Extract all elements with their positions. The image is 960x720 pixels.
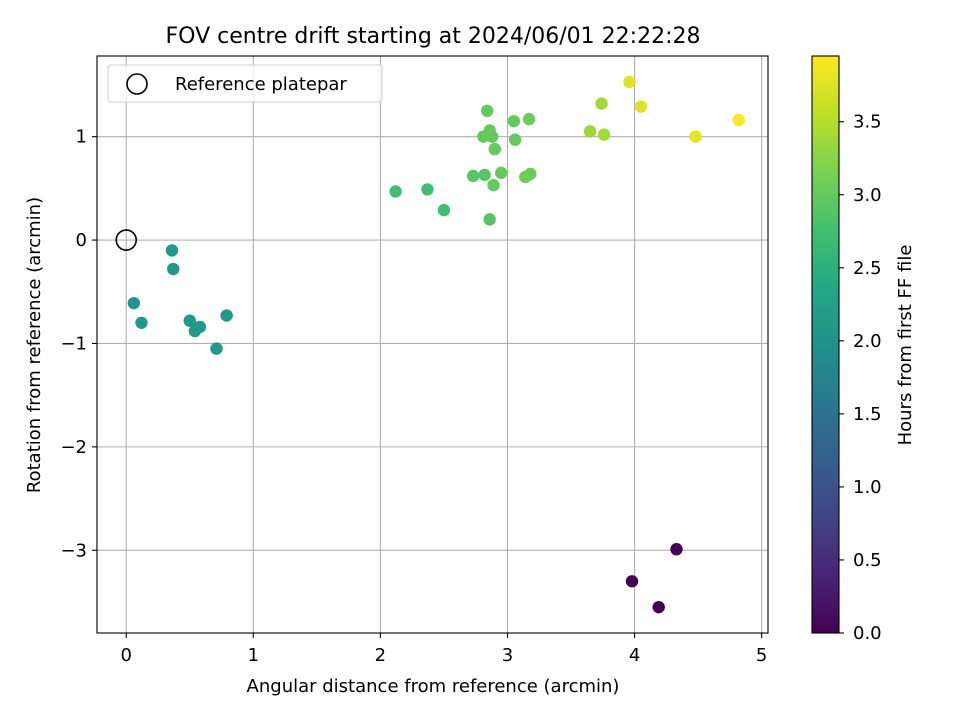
data-point — [732, 113, 745, 127]
data-point — [522, 112, 536, 126]
data-point — [634, 100, 648, 113]
data-point — [494, 166, 508, 180]
data-point — [583, 125, 597, 138]
data-point — [488, 142, 501, 156]
x-tick-label: 4 — [629, 645, 640, 666]
x-tick-label: 0 — [121, 645, 132, 666]
y-tick-label: −3 — [60, 540, 87, 561]
colorbar-tick-label: 3.0 — [853, 185, 882, 206]
y-tick-label: −2 — [60, 437, 87, 458]
data-point — [595, 97, 608, 110]
y-tick-label: 0 — [76, 230, 87, 251]
colorbar-label: Hours from first FF file — [895, 245, 916, 446]
data-point — [483, 213, 496, 226]
grid — [97, 56, 768, 633]
legend: Reference platepar — [107, 64, 383, 103]
legend-box — [107, 64, 383, 103]
data-point — [623, 75, 636, 89]
data-point — [210, 342, 223, 355]
data-point — [625, 575, 639, 588]
data-point — [193, 320, 207, 334]
data-point — [480, 104, 494, 118]
axes: 0 1 2 3 4 5 −3 −2 −1 0 1 — [60, 55, 769, 666]
data-point — [437, 203, 451, 217]
data-points — [115, 75, 745, 614]
data-point — [220, 309, 233, 322]
data-point — [486, 130, 499, 143]
y-tick-label: −1 — [60, 333, 87, 354]
data-point — [487, 179, 500, 192]
reference-platepar-point — [115, 229, 138, 251]
colorbar-tick-label: 3.5 — [853, 112, 882, 133]
data-point — [508, 133, 522, 146]
data-point — [597, 128, 611, 141]
plot-area — [97, 56, 768, 633]
y-tick-label: 1 — [76, 127, 87, 148]
data-point — [478, 168, 491, 182]
x-tick-label: 2 — [375, 645, 386, 666]
plot-frame — [96, 55, 769, 634]
colorbar-tick-label: 1.5 — [853, 404, 882, 425]
data-point — [507, 114, 521, 128]
x-tick-label: 1 — [248, 645, 259, 666]
data-point — [421, 183, 434, 196]
y-axis-label: Rotation from reference (arcmin) — [24, 197, 45, 493]
x-tick-label: 3 — [502, 645, 513, 666]
colorbar-gradient — [811, 55, 840, 634]
x-tick-label: 5 — [756, 645, 767, 666]
legend-entry-label: Reference platepar — [175, 74, 347, 95]
colorbar-tick-label: 1.0 — [853, 477, 882, 498]
data-point — [670, 543, 683, 556]
colorbar-tick-label: 0.0 — [853, 623, 882, 644]
x-axis-label: Angular distance from reference (arcmin) — [247, 676, 620, 697]
data-point — [389, 185, 402, 198]
data-point — [127, 296, 141, 310]
colorbar-ticks: 0.0 0.5 1.0 1.5 2.0 2.5 3.0 3.5 — [839, 112, 882, 644]
data-point — [524, 167, 537, 181]
data-point — [652, 600, 665, 614]
colorbar-tick-label: 2.0 — [853, 331, 882, 352]
colorbar-tick-label: 2.5 — [853, 258, 882, 279]
data-point — [165, 244, 179, 257]
data-point — [689, 130, 702, 143]
legend-marker-icon — [126, 73, 148, 95]
colorbar: 0.0 0.5 1.0 1.5 2.0 2.5 3.0 3.5 Hours from firs… — [811, 55, 916, 644]
chart-title: FOV centre drift starting at 2024/06/01 … — [166, 24, 701, 49]
data-point — [183, 314, 196, 327]
data-point — [167, 262, 180, 276]
data-point — [135, 316, 148, 329]
data-point — [466, 169, 480, 183]
colorbar-tick-label: 0.5 — [853, 550, 882, 571]
